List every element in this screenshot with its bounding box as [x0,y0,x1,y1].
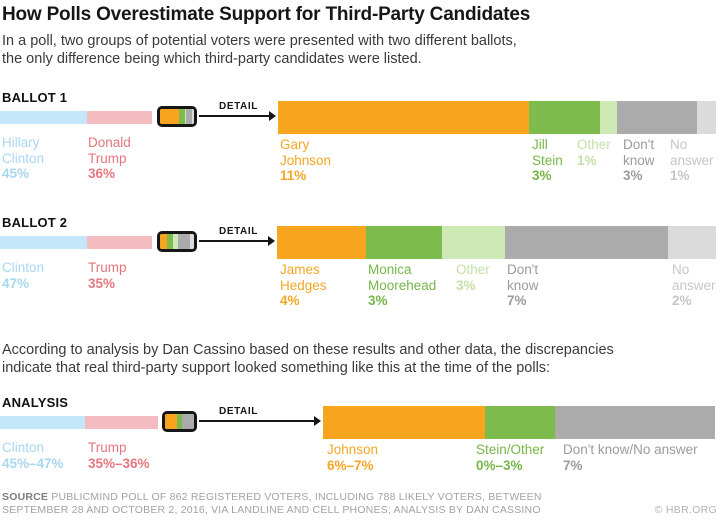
detail-zoom-box [162,411,197,432]
source-line-2: SEPTEMBER 28 AND OCTOBER 2, 2016, VIA LA… [2,504,541,516]
bar-segment-trump [85,416,158,429]
mini-segment-no-answer [190,234,194,249]
detail-bar [277,226,716,259]
detail-arrow-head [268,236,275,246]
bar-segment-other [600,101,617,134]
bar-segment-other [442,226,505,259]
mini-segment-no-answer [192,109,194,124]
mini-segment-jill-stein [179,109,185,124]
bar-segment-stein-other [485,406,555,439]
mini-segment-other [184,109,187,124]
detail-label: DETAIL [219,101,258,112]
source-label: SOURCE [2,491,49,503]
label-other: Other 3% [456,262,490,293]
label-dont-know: Don't know 3% [623,137,655,183]
label-stein-other: Stein/Other 0%–3% [476,442,545,473]
bar-segment-clinton [0,416,85,429]
detail-bar [278,101,716,134]
label-james-hedges: James Hedges 4% [280,262,327,308]
subtitle-line-2: the only difference being which third-pa… [2,51,422,67]
main-bar [0,111,152,124]
chart-title: How Polls Overestimate Support for Third… [2,4,531,25]
bar-segment-dont-know [617,101,697,134]
mini-segment-gary-johnson [160,109,180,124]
detail-label: DETAIL [219,226,258,237]
bar-segment-monica-moorehead [366,226,442,259]
detail-arrow-head [269,111,276,121]
bar-segment-gary-johnson [278,101,529,134]
section-label-ballot-1: BALLOT 1 [2,90,68,105]
label-clinton: Clinton 47% [2,260,45,291]
bar-segment-trump [87,236,152,249]
label-no-answer: No answer 2% [672,262,716,308]
label-clinton: Clinton 45%–47% [2,440,64,471]
bar-segment-dont-know-no-answer [555,406,715,439]
label-trump: Trump 35%–36% [88,440,150,471]
label-gary-johnson: Gary Johnson 11% [280,137,332,183]
detail-bar [323,406,715,439]
section-ballot-2: BALLOT 2 DETAIL Clinton 47% Trump 35% James He… [0,215,720,335]
bar-segment-no-answer [668,226,716,259]
label-clinton: Hillary Clinton 45% [2,135,45,181]
source-text-1: PUBLICMIND POLL OF 862 REGISTERED VOTERS… [51,491,542,503]
section-ballot-1: BALLOT 1 DETAIL Hillary Clinton 45% Donald Tr… [0,90,720,210]
detail-label: DETAIL [219,406,258,417]
bar-segment-dont-know [505,226,668,259]
bar-segment-trump [87,111,152,124]
bar-segment-jill-stein [529,101,600,134]
detail-arrow-line [199,115,269,117]
source-line-1: SOURCE PUBLICMIND POLL OF 862 REGISTERED… [2,491,542,504]
bar-segment-clinton [0,111,87,124]
section-label-ballot-2: BALLOT 2 [2,215,68,230]
detail-arrow-head [314,416,321,426]
label-monica-moorehead: Monica Moorehead 3% [368,262,437,308]
label-johnson: Johnson 6%–7% [327,442,379,473]
main-bar [0,236,152,249]
label-dont-know-no-answer: Don't know/No answer 7% [563,442,698,473]
mini-segment-dont-know-no-answer [182,414,194,429]
mini-segment-james-hedges [160,234,167,249]
bar-segment-johnson [323,406,485,439]
section-label-analysis: ANALYSIS [2,395,69,410]
main-bar [0,416,158,429]
label-other: Other 1% [577,137,611,168]
label-no-answer: No answer 1% [670,137,714,183]
chart-subtitle: In a poll, two groups of potential voter… [2,32,517,68]
hbr-credit: © HBR.ORG [654,504,717,516]
mini-segment-monica-moorehead [166,234,173,249]
mini-segment-dont-know [186,109,193,124]
label-jill-stein: Jill Stein 3% [532,137,563,183]
detail-zoom-box [157,106,197,127]
analysis-intro-text: According to analysis by Dan Cassino bas… [2,341,614,377]
mini-segment-other [172,234,178,249]
subtitle-line-1: In a poll, two groups of potential voter… [2,33,517,49]
analysis-intro-line-2: indicate that real third-party support l… [2,360,551,376]
detail-arrow-line [199,420,314,422]
label-trump: Donald Trump 36% [88,135,131,181]
analysis-intro-line-1: According to analysis by Dan Cassino bas… [2,342,614,358]
bar-segment-james-hedges [277,226,366,259]
label-dont-know: Don't know 7% [507,262,539,308]
mini-segment-dont-know [177,234,191,249]
detail-zoom-box [157,231,197,252]
section-analysis: ANALYSIS DETAIL Clinton 45%–47% Trump 35%–36… [0,395,720,515]
mini-segment-johnson [165,414,177,429]
mini-segment-stein-other [176,414,183,429]
bar-segment-no-answer [697,101,716,134]
label-trump: Trump 35% [88,260,127,291]
source-note: SOURCE PUBLICMIND POLL OF 862 REGISTERED… [2,491,542,517]
detail-arrow-line [199,240,268,242]
bar-segment-clinton [0,236,87,249]
